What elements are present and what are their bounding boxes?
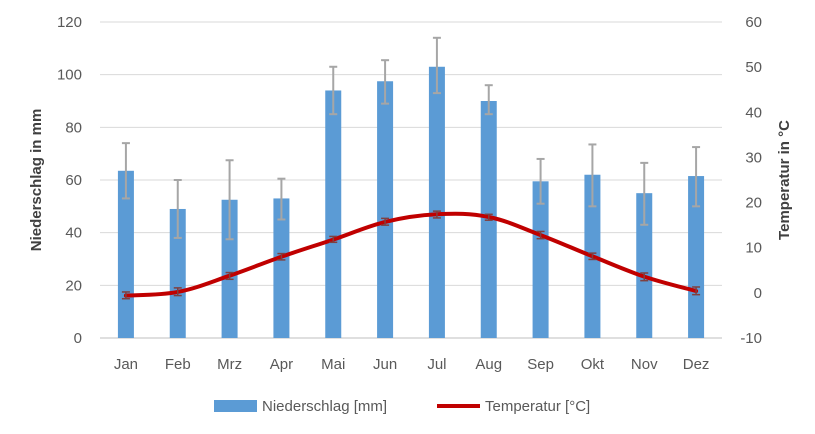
y-tick-label-left: 40	[65, 225, 82, 242]
y-tick-label-right: 60	[745, 14, 762, 31]
x-tick-label: Feb	[165, 356, 191, 373]
precipitation-bar	[532, 181, 549, 338]
legend-label-temperature: Temperatur [°C]	[485, 398, 590, 415]
y-tick-label-left: 120	[57, 14, 82, 31]
y-tick-label-left: 20	[65, 277, 82, 294]
x-tick-label: Jul	[427, 356, 446, 373]
y-tick-label-right: 20	[745, 195, 762, 212]
y-tick-label-left: 0	[74, 330, 82, 347]
gridlines	[100, 21, 722, 339]
temperature-line	[123, 211, 699, 298]
y-tick-label-left: 60	[65, 172, 82, 189]
precipitation-bar	[325, 90, 342, 338]
precipitation-bar	[221, 199, 238, 338]
x-tick-label: Sep	[527, 356, 554, 373]
y-axis-right: -10 0 10 20 30 40 50 60	[740, 14, 762, 347]
precipitation-bar	[636, 193, 653, 338]
precipitation-bar	[688, 176, 705, 338]
y-tick-label-right: 50	[745, 59, 762, 76]
y-tick-label-right: 30	[745, 149, 762, 166]
y-axis-title-right: Temperatur in °C	[776, 120, 793, 240]
y-tick-label-left: 80	[65, 119, 82, 136]
precipitation-bars	[117, 36, 705, 339]
y-tick-label-right: 0	[754, 285, 762, 302]
precipitation-bar	[428, 66, 445, 339]
y-axis-left: 0 20 40 60 80 100 120	[57, 14, 82, 347]
y-tick-label-right: -10	[740, 330, 762, 347]
precipitation-bar	[377, 81, 394, 338]
x-tick-label: Nov	[631, 356, 658, 373]
x-axis: Jan Feb Mrz Apr Mai Jun Jul Aug Sep Okt Nov Dez	[114, 356, 710, 373]
y-tick-label-left: 100	[57, 67, 82, 84]
x-tick-label: Mai	[321, 356, 345, 373]
y-axis-title-left: Niederschlag in mm	[28, 109, 45, 252]
x-tick-label: Aug	[475, 356, 502, 373]
precipitation-bar	[273, 198, 290, 338]
precipitation-bar	[169, 208, 186, 338]
temperature-line-layer	[121, 210, 701, 300]
legend-swatch-precipitation	[214, 400, 257, 412]
x-tick-label: Jan	[114, 356, 138, 373]
legend-label-precipitation: Niederschlag [mm]	[262, 398, 387, 415]
y-tick-label-right: 40	[745, 104, 762, 121]
x-tick-label: Okt	[581, 356, 605, 373]
x-tick-label: Mrz	[217, 356, 242, 373]
legend: Niederschlag [mm] Temperatur [°C]	[214, 398, 590, 415]
x-tick-label: Jun	[373, 356, 397, 373]
x-tick-label: Dez	[683, 356, 710, 373]
y-tick-label-right: 10	[745, 240, 762, 257]
x-tick-label: Apr	[270, 356, 293, 373]
